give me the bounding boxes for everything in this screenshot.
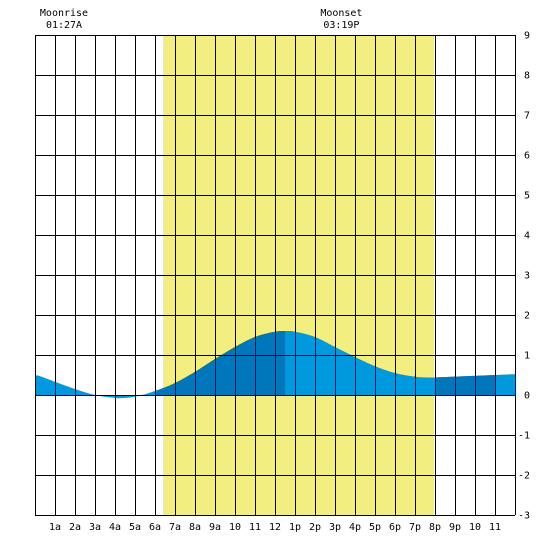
x-tick-label: 12	[269, 522, 281, 533]
moon-event-time: 03:19P	[323, 20, 359, 31]
y-tick-label: -2	[518, 471, 530, 482]
y-tick-label: 4	[524, 231, 530, 242]
tide-area-dark-2	[435, 375, 495, 395]
y-tick-label: 9	[524, 31, 530, 42]
y-tick-label: 3	[524, 271, 530, 282]
x-tick-label: 3a	[89, 522, 101, 533]
x-tick-label: 6a	[149, 522, 161, 533]
y-tick-label: 0	[524, 391, 530, 402]
moon-event-label: Moonset	[320, 8, 362, 19]
x-tick-label: 3p	[329, 522, 341, 533]
moon-event-label: Moonrise	[40, 8, 88, 19]
tide-area-dark-1	[155, 330, 285, 395]
y-tick-label: 7	[524, 111, 530, 122]
y-tick-label: -3	[518, 511, 530, 522]
x-tick-label: 1a	[49, 522, 61, 533]
x-tick-label: 11	[249, 522, 261, 533]
x-tick-label: 6p	[389, 522, 401, 533]
x-tick-label: 9p	[449, 522, 461, 533]
y-tick-label: 1	[524, 351, 530, 362]
y-tick-label: -1	[518, 431, 530, 442]
x-tick-label: 4a	[109, 522, 121, 533]
x-tick-label: 10	[469, 522, 481, 533]
x-tick-label: 5a	[129, 522, 141, 533]
x-tick-label: 5p	[369, 522, 381, 533]
x-tick-label: 8a	[189, 522, 201, 533]
x-tick-label: 8p	[429, 522, 441, 533]
y-tick-label: 2	[524, 311, 530, 322]
x-tick-label: 7p	[409, 522, 421, 533]
moon-event-time: 01:27A	[46, 20, 82, 31]
x-tick-label: 9a	[209, 522, 221, 533]
x-tick-label: 1p	[289, 522, 301, 533]
x-tick-label: 4p	[349, 522, 361, 533]
x-tick-label: 11	[489, 522, 501, 533]
x-tick-label: 2a	[69, 522, 81, 533]
x-tick-label: 2p	[309, 522, 321, 533]
x-tick-label: 10	[229, 522, 241, 533]
y-tick-label: 8	[524, 71, 530, 82]
y-tick-label: 6	[524, 151, 530, 162]
y-tick-label: 5	[524, 191, 530, 202]
x-tick-label: 7a	[169, 522, 181, 533]
